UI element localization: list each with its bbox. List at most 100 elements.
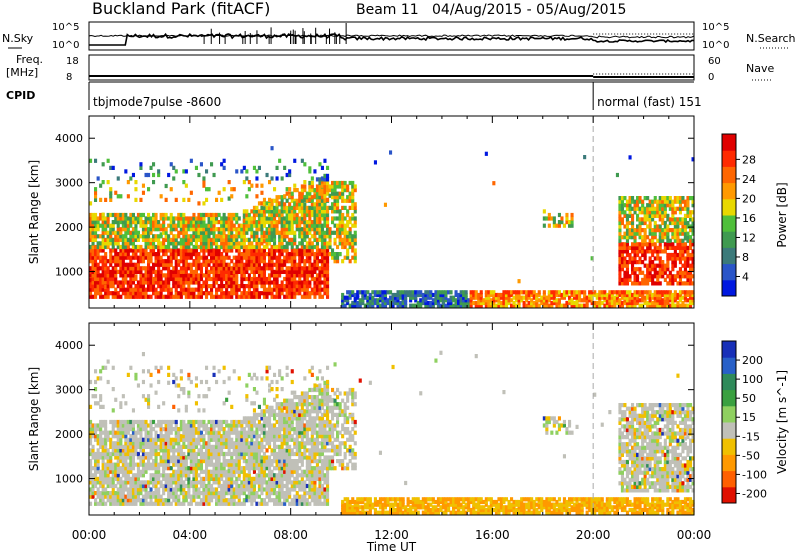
data-cell [164, 259, 168, 264]
data-cell [136, 498, 140, 503]
data-cell [578, 292, 582, 298]
data-cell [620, 277, 624, 282]
data-cell [109, 430, 113, 435]
data-cell [222, 234, 226, 239]
data-cell [106, 216, 110, 221]
data-cell [416, 290, 420, 295]
data-cell [101, 423, 105, 428]
data-cell [338, 223, 342, 228]
data-cell [174, 262, 178, 267]
data-cell [504, 303, 508, 308]
data-cell [121, 234, 125, 239]
data-cell [245, 209, 249, 214]
data-cell [159, 255, 163, 260]
data-cell [260, 212, 264, 218]
data-cell [512, 303, 516, 308]
data-cell [590, 290, 594, 295]
data-cell [273, 223, 277, 228]
data-cell [431, 298, 435, 303]
data-cell [136, 466, 140, 471]
data-cell [353, 259, 357, 264]
data-cell [222, 284, 226, 289]
data-cell [152, 244, 156, 250]
data-cell [235, 255, 239, 260]
data-cell [651, 199, 655, 204]
data-cell [610, 292, 614, 298]
data-cell [683, 295, 687, 300]
data-cell [653, 249, 657, 254]
data-cell [348, 234, 352, 239]
data-cell [530, 292, 534, 298]
data-cell [507, 295, 511, 300]
data-cell [285, 248, 289, 253]
data-cell [628, 206, 632, 211]
data-cell [162, 294, 166, 299]
data-cell [625, 263, 629, 268]
data-cell [310, 184, 314, 189]
data-cell [315, 223, 319, 228]
data-cell [661, 210, 665, 215]
data-cell [205, 287, 209, 292]
data-cell [202, 248, 206, 253]
data-cell [318, 269, 322, 274]
data-cell [159, 498, 163, 503]
data-cell [257, 262, 261, 267]
data-cell [293, 237, 297, 242]
data-cell [96, 248, 100, 253]
data-cell [230, 291, 234, 296]
data-cell [348, 195, 352, 200]
data-cell [656, 303, 660, 308]
data-cell [278, 195, 282, 200]
data-cell [252, 252, 256, 257]
data-cell [89, 212, 93, 218]
data-cell [464, 303, 468, 308]
data-cell [273, 220, 277, 225]
data-cell [162, 230, 166, 235]
data-cell [293, 287, 297, 292]
data-cell [179, 376, 183, 381]
data-cell [136, 476, 140, 481]
data-cell [129, 434, 133, 439]
data-cell [454, 298, 458, 303]
data-cell [510, 290, 514, 295]
data-cell [457, 300, 461, 306]
data-cell [147, 227, 151, 232]
data-cell [174, 448, 178, 453]
data-cell [172, 469, 176, 474]
data-cell [532, 295, 536, 300]
data-cell [152, 494, 156, 499]
data-cell [676, 217, 680, 222]
data-cell [338, 237, 342, 242]
data-cell [270, 234, 274, 239]
data-cell [631, 245, 635, 250]
data-cell [134, 244, 138, 250]
data-cell [154, 466, 158, 471]
data-cell [631, 281, 635, 286]
data-cell [676, 224, 680, 229]
data-cell [210, 434, 214, 439]
noise-sky-trace [89, 32, 695, 46]
data-cell [689, 256, 693, 261]
data-cell [129, 365, 133, 370]
data-cell [260, 266, 264, 271]
data-cell [318, 230, 322, 235]
data-cell [139, 473, 143, 478]
data-cell [169, 455, 173, 460]
data-cell [131, 459, 135, 464]
data-cell [182, 430, 186, 435]
data-cell [197, 284, 201, 289]
data-cell [676, 303, 680, 308]
data-cell [94, 280, 98, 285]
data-cell [116, 241, 120, 246]
data-cell [182, 230, 186, 235]
data-cell [157, 404, 161, 409]
data-cell [661, 220, 665, 226]
data-cell [285, 220, 289, 225]
data-cell [331, 216, 335, 221]
data-cell [172, 451, 176, 457]
data-cell [192, 441, 196, 446]
data-cell [189, 498, 193, 503]
data-cell [157, 462, 161, 467]
data-cell [215, 437, 219, 442]
data-cell [154, 276, 158, 282]
